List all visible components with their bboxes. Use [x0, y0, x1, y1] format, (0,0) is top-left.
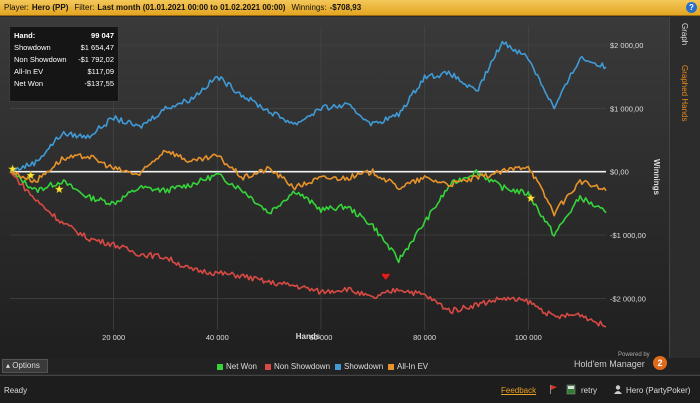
series-line-non-showdown — [9, 171, 607, 328]
y-axis-label: Winnings — [652, 159, 661, 195]
stat-value: 99 047 — [91, 31, 114, 40]
retry-icon[interactable] — [566, 384, 576, 395]
y-tick-label: -$1 000,00 — [610, 231, 646, 240]
allin-star-marker[interactable] — [7, 164, 18, 174]
help-icon[interactable]: ? — [686, 2, 697, 13]
stat-row: Net Won -$137,55 — [14, 78, 114, 90]
feedback-link[interactable]: Feedback — [501, 386, 537, 395]
allin-star-marker[interactable] — [54, 184, 65, 194]
legend-swatch — [388, 363, 394, 370]
x-tick-label: 20 000 — [102, 333, 125, 342]
x-tick-label: 100 000 — [515, 333, 542, 342]
winnings-value: -$708,93 — [329, 3, 362, 12]
stat-label: Hand: — [14, 31, 36, 40]
y-tick-label: $0,00 — [610, 168, 629, 177]
retry-label[interactable]: retry — [581, 386, 597, 395]
series-line-net-won — [9, 169, 607, 264]
legend-item[interactable]: Showdown — [335, 362, 383, 371]
options-button[interactable]: ▴ Options — [2, 359, 48, 373]
tab-graph[interactable]: Graph — [680, 23, 689, 46]
player-value[interactable]: Hero (PP) — [31, 3, 69, 12]
tab-graphed-hands[interactable]: Graphed Hands — [680, 65, 689, 122]
stat-value: -$1 792,02 — [78, 55, 114, 64]
x-axis-label: Hands — [296, 332, 321, 341]
legend-item[interactable]: Net Won — [217, 362, 257, 371]
legend-swatch — [335, 363, 341, 370]
allin-star-marker[interactable] — [526, 193, 536, 203]
expand-icon: ▴ — [6, 361, 13, 370]
allin-star-marker[interactable] — [25, 170, 36, 180]
user-label: Hero (PartyPoker) — [626, 386, 691, 395]
stat-value: $117,09 — [87, 67, 114, 76]
legend-bar: ▴ Options Net Won Non Showdown Showdown All… — [0, 358, 700, 374]
chart-series — [9, 40, 607, 328]
stat-value: $1 654,47 — [80, 43, 114, 52]
graph-panel: 20 000 40 000 60 000 80 000 100 000 $2 000,00… — [0, 17, 669, 358]
hem-logo-badge: 2 — [653, 356, 667, 370]
legend-item[interactable]: All-In EV — [388, 362, 428, 371]
filter-value[interactable]: Last month (01.01.2021 00:00 to 01.02.20… — [97, 3, 286, 12]
stat-row: All-In EV $117,09 — [14, 66, 114, 78]
y-tick-label: -$2 000,00 — [610, 294, 646, 303]
stat-value: -$137,55 — [84, 79, 114, 88]
stat-row: Showdown $1 654,47 — [14, 42, 114, 54]
legend-item[interactable]: Non Showdown — [265, 362, 330, 371]
chart-ticks: 20 000 40 000 60 000 80 000 100 000 $2 000,00… — [102, 41, 646, 342]
stat-label: Net Won — [14, 79, 44, 88]
legend-label: Showdown — [344, 362, 384, 371]
x-tick-label: 40 000 — [206, 333, 229, 342]
series-line-all-in-ev — [9, 149, 607, 217]
y-tick-label: $1 000,00 — [610, 104, 643, 113]
powered-by-text: Powered by — [618, 352, 650, 358]
legend-label: Non Showdown — [274, 362, 331, 371]
stat-label: All-In EV — [14, 67, 44, 76]
flag-icon[interactable] — [549, 385, 558, 394]
legend-label: Net Won — [226, 362, 257, 371]
view-tabs: Graph Graphed Hands — [669, 17, 700, 358]
legend-label: All-In EV — [397, 362, 429, 371]
stat-label: Non Showdown — [14, 55, 67, 64]
filter-label: Filter: — [74, 3, 95, 12]
legend-swatch — [265, 363, 271, 370]
status-bar: Ready Feedback retry Hero (PartyPoker) — [0, 375, 700, 403]
y-tick-label: $2 000,00 — [610, 41, 643, 50]
stat-label: Showdown — [14, 43, 51, 52]
x-tick-label: 60 000 — [309, 333, 332, 342]
stat-row: Hand: 99 047 — [14, 30, 114, 42]
player-label: Player: — [4, 3, 29, 12]
options-label: Options — [12, 361, 40, 370]
stats-panel: Hand: 99 047 Showdown $1 654,47 Non Showdown… — [9, 26, 119, 102]
filter-bar: Player: Hero (PP) Filter: Last month (01… — [0, 0, 700, 16]
x-tick-label: 80 000 — [413, 333, 436, 342]
hem-logo: Hold'em Manager — [574, 359, 645, 369]
status-text: Ready — [4, 386, 28, 395]
legend-swatch — [217, 363, 223, 370]
series-line-showdown — [9, 40, 607, 173]
winnings-label: Winnings: — [291, 3, 327, 12]
user-icon — [614, 385, 622, 394]
heart-marker[interactable] — [381, 273, 390, 281]
stat-row: Non Showdown -$1 792,02 — [14, 54, 114, 66]
chart-markers — [7, 164, 536, 281]
